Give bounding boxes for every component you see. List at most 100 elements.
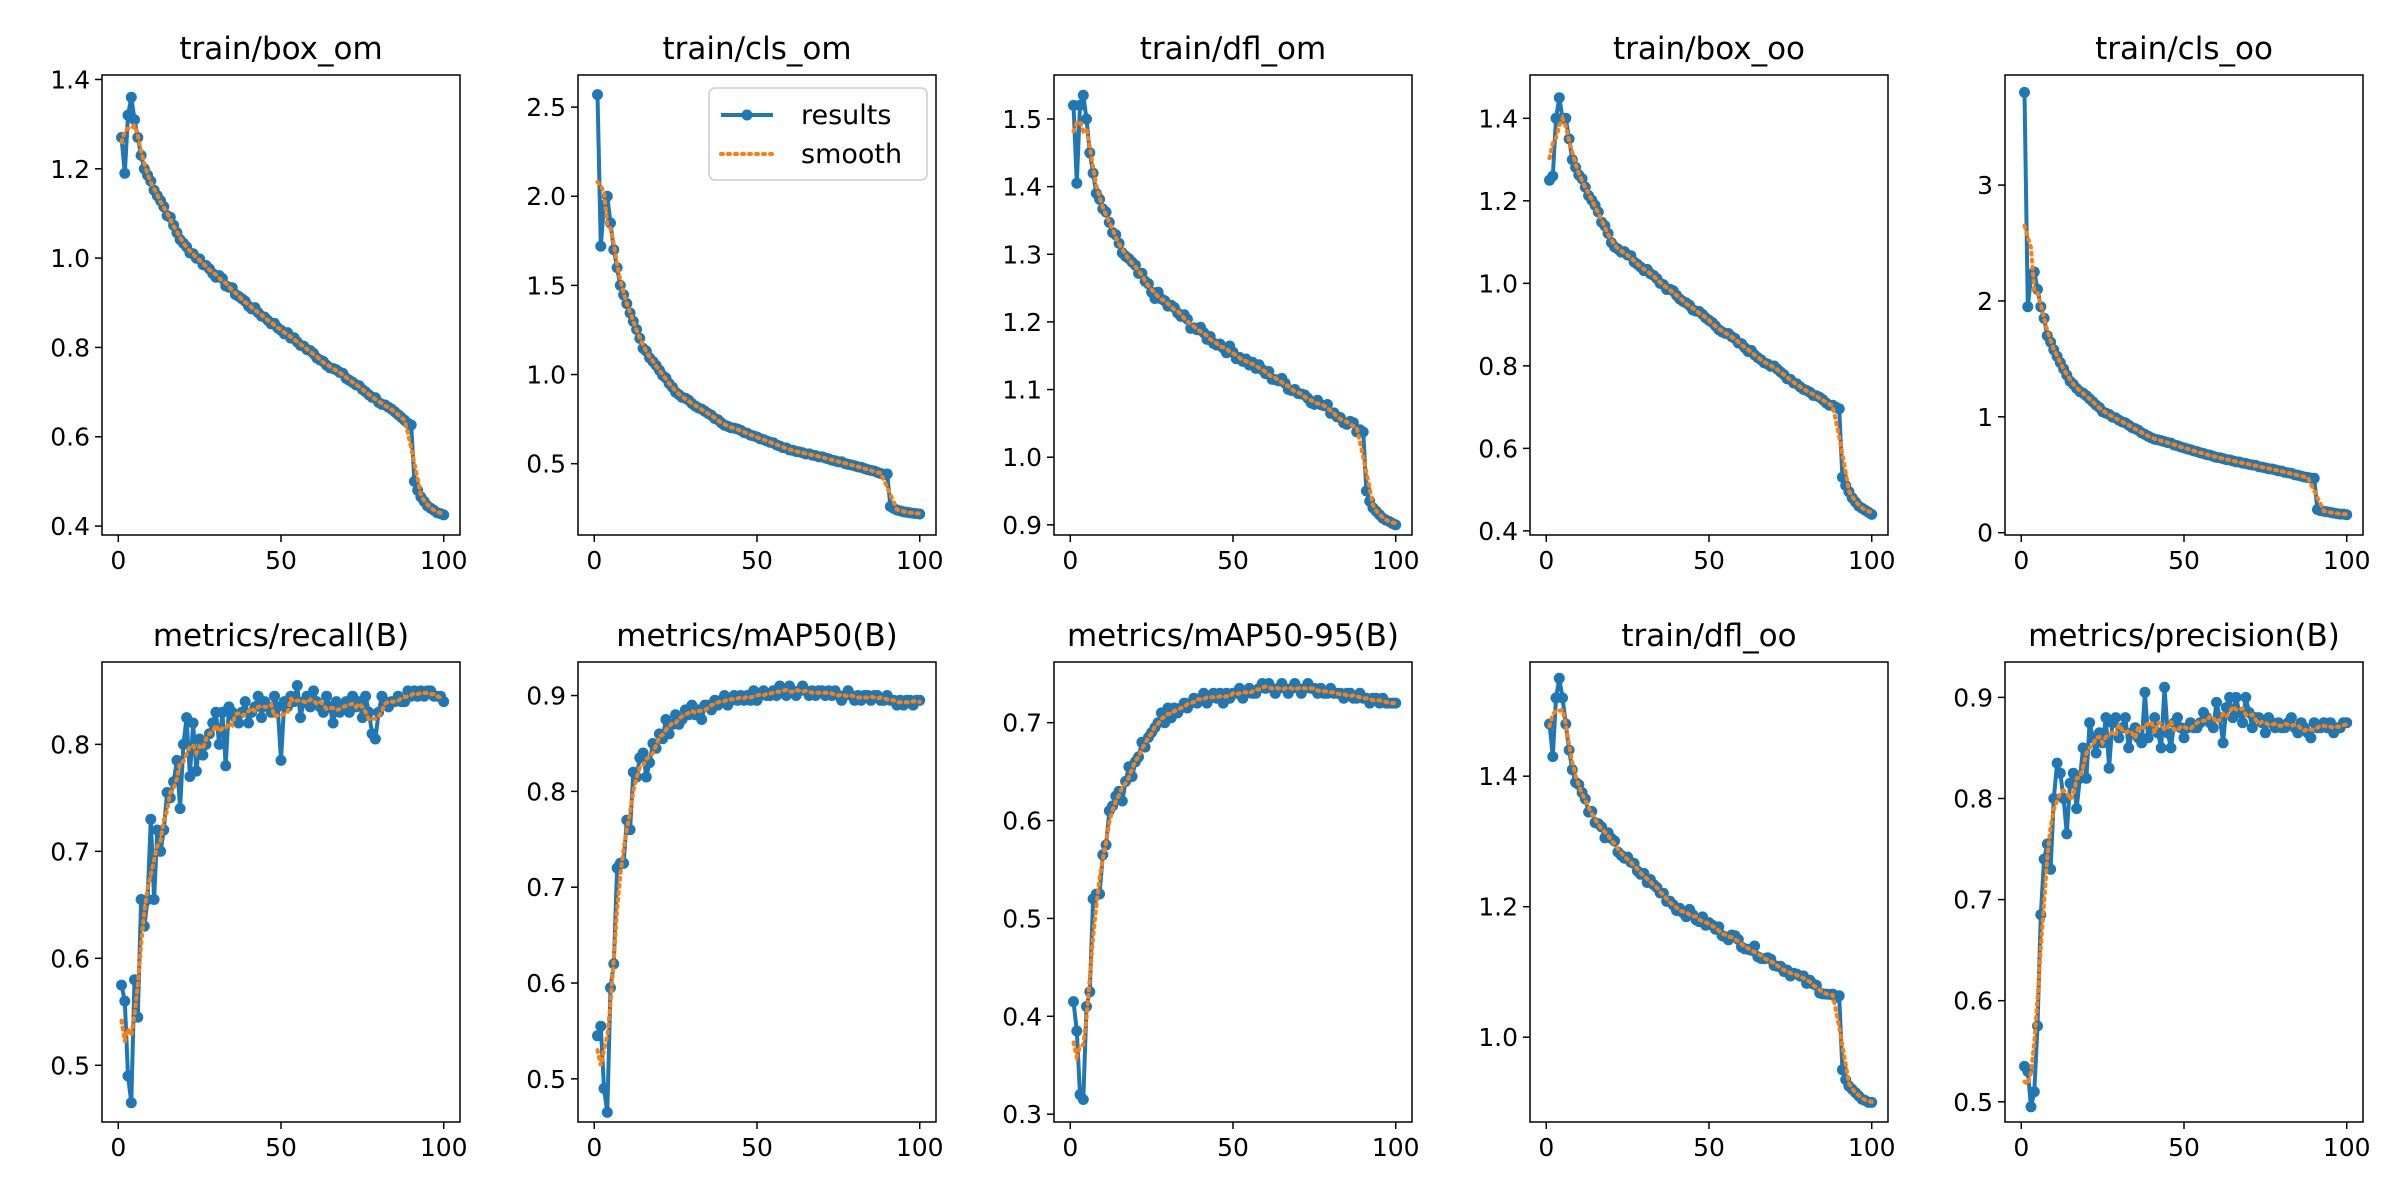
results-point [129, 114, 140, 126]
results-point [2022, 301, 2034, 313]
results-point [1071, 1025, 1083, 1037]
y-tick-label: 0.4 [50, 512, 90, 541]
results-point [2308, 472, 2320, 484]
results-point [1833, 990, 1845, 1002]
results-point [2090, 747, 2102, 759]
results-point [1833, 403, 1845, 415]
y-tick-label: 0.6 [1953, 987, 1993, 1016]
subplot-6: metrics/recall(B) 0 50 100 0.5 0.6 0.7 0.8 [50, 618, 467, 1162]
y-tick-label: 0.7 [1953, 886, 1993, 915]
results-point [233, 717, 245, 729]
results-point [592, 89, 603, 101]
subplot-3: train/dfl_om 0 50 100 0.9 1.0 1.1 1.2 1.3 1.4 1.5 [1002, 31, 1419, 575]
subplot-8: metrics/mAP50-95(B) 0 50 100 0.3 0.4 0.5 0.6 0.7 [1002, 618, 1419, 1162]
axes-frame [1529, 661, 1889, 1123]
y-tick-label: 1.4 [50, 65, 90, 94]
y-tick-label: 1.5 [526, 271, 566, 300]
results-point [637, 747, 649, 759]
results-point [321, 690, 333, 702]
results-point [2149, 712, 2161, 724]
results-point [256, 712, 267, 724]
y-tick-label: 0.4 [1478, 517, 1518, 546]
smooth-line [1071, 119, 1398, 526]
subplot-5: train/cls_oo 0 50 100 0 1 2 3 [1977, 31, 2370, 575]
legend-results-label: results [801, 100, 891, 131]
x-tick-label: 50 [265, 1133, 297, 1162]
plot-title: metrics/mAP50(B) [616, 618, 897, 654]
legend-box [708, 87, 928, 181]
results-point [125, 1097, 137, 1109]
x-tick-label: 100 [2323, 1133, 2371, 1162]
results-point [2084, 717, 2096, 729]
legend: results smooth [708, 87, 928, 181]
y-tick-label: 0.8 [50, 730, 90, 759]
y-tick-label: 1.1 [1002, 376, 1042, 405]
x-tick-label: 100 [420, 546, 468, 575]
x-tick-label: 100 [896, 1133, 944, 1162]
results-point [592, 1030, 603, 1042]
results-point [2178, 732, 2190, 744]
y-tick-label: 1.0 [526, 361, 566, 390]
plot-title: train/dfl_oo [1621, 618, 1796, 654]
results-point [2025, 1101, 2037, 1113]
subplot-2: train/cls_om 0 50 100 0.5 1.0 1.5 2.0 2.5 results… [526, 31, 943, 575]
subplot-7: metrics/mAP50(B) 0 50 100 0.5 0.6 0.7 0.8 0.9 [526, 618, 943, 1162]
y-tick-label: 0.6 [1002, 807, 1042, 836]
y-tick-label: 1.3 [1002, 240, 1042, 269]
y-tick-label: 0.9 [1002, 511, 1042, 540]
results-point [1749, 940, 1761, 952]
y-tick-label: 0.7 [50, 837, 90, 866]
axes-frame [577, 661, 937, 1123]
axes-frame [1053, 74, 1413, 536]
results-point [1547, 170, 1559, 182]
legend-results-marker [741, 109, 753, 121]
results-point [2155, 742, 2167, 754]
results-point [598, 1083, 610, 1094]
results-point [2119, 712, 2131, 724]
results-point [116, 979, 127, 991]
y-tick-label: 1.2 [1478, 893, 1518, 922]
plot-title: train/cls_om [662, 31, 851, 67]
y-tick-label: 0.6 [50, 423, 90, 452]
y-tick-label: 0.4 [1002, 1002, 1042, 1031]
x-tick-label: 0 [2013, 546, 2029, 575]
smooth-line [595, 687, 922, 1067]
results-point [122, 1070, 134, 1082]
results-point [2285, 712, 2297, 724]
results-point [438, 696, 450, 708]
results-point [2217, 737, 2229, 749]
x-tick-label: 50 [2168, 546, 2200, 575]
results-point [145, 813, 157, 825]
y-tick-label: 0.8 [526, 777, 566, 806]
results-point [2054, 767, 2066, 779]
x-tick-label: 0 [110, 546, 126, 575]
y-tick-label: 0.5 [1953, 1088, 1993, 1117]
results-point [119, 167, 131, 179]
y-tick-label: 2 [1977, 287, 1993, 316]
results-point [1553, 672, 1565, 684]
results-point [213, 738, 225, 750]
y-tick-label: 1.2 [50, 155, 90, 184]
results-point [190, 765, 202, 777]
plot-title: train/cls_oo [2095, 31, 2273, 67]
y-tick-label: 0.5 [1002, 904, 1042, 933]
y-tick-label: 0.3 [1002, 1100, 1042, 1129]
x-tick-label: 100 [420, 1133, 468, 1162]
results-point [2246, 722, 2258, 734]
results-point [2240, 691, 2252, 703]
y-tick-label: 0.7 [1002, 709, 1042, 738]
results-point [2305, 732, 2317, 744]
results-point [1074, 99, 1086, 111]
x-tick-label: 100 [1848, 546, 1896, 575]
results-point [1077, 1094, 1089, 1105]
results-point [174, 803, 186, 815]
results-point [2230, 691, 2242, 703]
results-point [1071, 177, 1083, 189]
results-point [2259, 727, 2271, 739]
x-tick-label: 0 [1062, 546, 1078, 575]
smooth-line [1071, 684, 1398, 1065]
y-tick-label: 1.4 [1478, 104, 1518, 133]
y-tick-label: 1.2 [1002, 308, 1042, 337]
x-tick-label: 50 [1693, 546, 1725, 575]
